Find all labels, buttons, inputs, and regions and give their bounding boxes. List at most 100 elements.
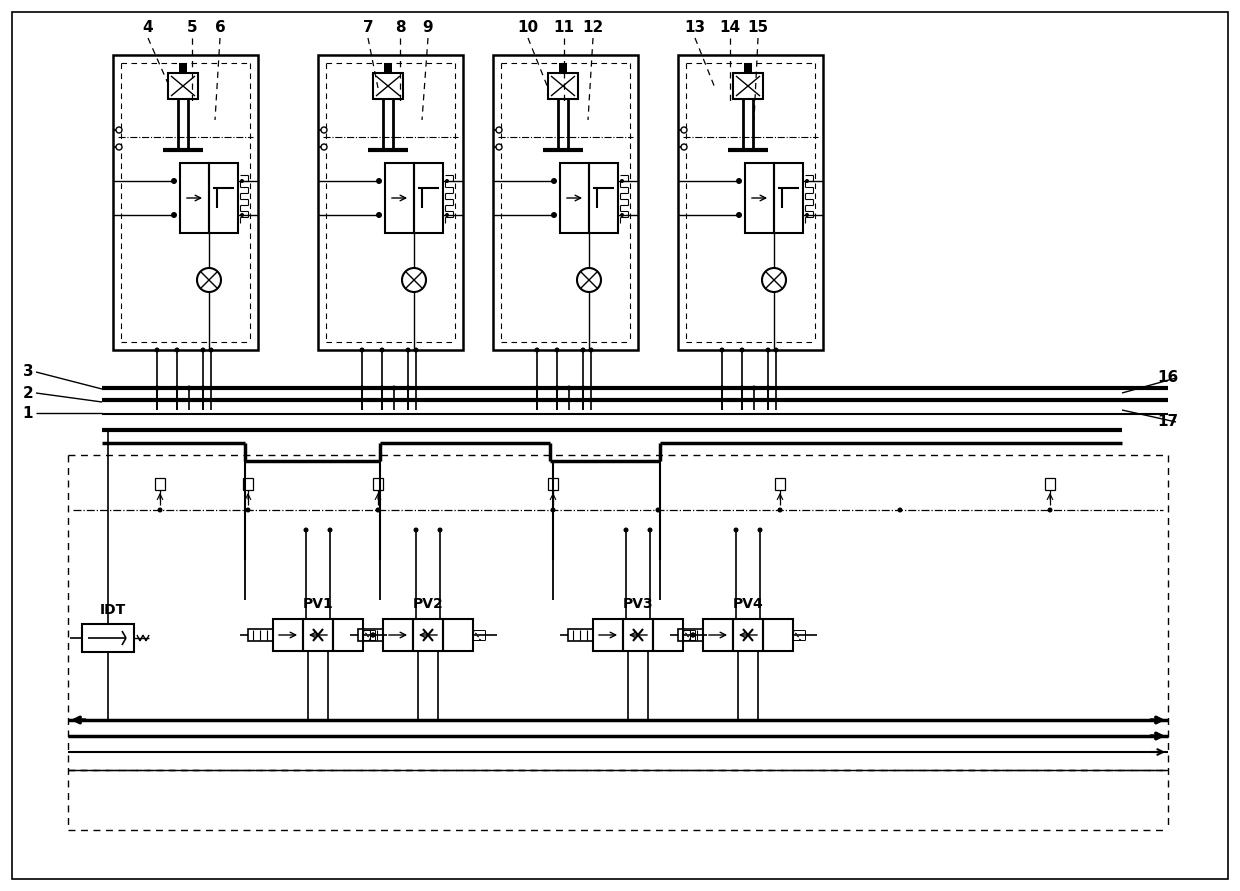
Circle shape xyxy=(321,144,327,150)
Circle shape xyxy=(739,347,744,353)
Text: 17: 17 xyxy=(1157,414,1178,429)
Circle shape xyxy=(777,508,782,512)
Circle shape xyxy=(360,386,365,390)
Circle shape xyxy=(445,213,449,217)
Bar xyxy=(384,163,414,233)
Bar xyxy=(733,619,763,651)
Circle shape xyxy=(405,347,410,353)
Bar xyxy=(373,478,383,490)
Bar xyxy=(622,619,653,651)
Circle shape xyxy=(805,213,808,217)
Circle shape xyxy=(567,386,572,390)
Circle shape xyxy=(246,508,250,512)
Text: 9: 9 xyxy=(423,20,433,36)
Text: 12: 12 xyxy=(583,20,604,36)
Circle shape xyxy=(376,508,381,512)
Bar xyxy=(180,163,210,233)
Text: 15: 15 xyxy=(748,20,769,36)
Circle shape xyxy=(805,179,808,183)
Bar xyxy=(167,73,198,99)
Circle shape xyxy=(554,386,559,390)
Text: PV4: PV4 xyxy=(733,597,764,611)
Circle shape xyxy=(719,386,724,390)
Circle shape xyxy=(551,508,556,512)
Circle shape xyxy=(898,508,903,512)
Bar xyxy=(568,629,593,641)
Circle shape xyxy=(360,347,365,353)
Text: 13: 13 xyxy=(684,20,706,36)
Bar xyxy=(560,163,589,233)
Bar xyxy=(383,619,413,651)
Text: 6: 6 xyxy=(215,20,226,36)
Circle shape xyxy=(171,178,177,184)
Circle shape xyxy=(304,527,309,533)
Bar xyxy=(589,163,618,233)
Circle shape xyxy=(321,127,327,133)
Circle shape xyxy=(647,527,652,533)
Circle shape xyxy=(376,212,382,218)
Circle shape xyxy=(175,386,180,390)
Bar xyxy=(384,63,392,73)
Bar xyxy=(775,478,785,490)
Bar xyxy=(358,629,383,641)
Circle shape xyxy=(413,347,419,353)
Text: 3: 3 xyxy=(22,364,33,380)
Bar xyxy=(373,73,403,99)
Circle shape xyxy=(496,144,502,150)
Circle shape xyxy=(241,213,244,217)
Circle shape xyxy=(534,386,539,390)
Circle shape xyxy=(413,527,419,533)
Circle shape xyxy=(201,347,206,353)
Bar xyxy=(179,63,187,73)
Bar xyxy=(303,619,334,651)
Text: 2: 2 xyxy=(22,386,33,400)
Text: 1: 1 xyxy=(22,405,33,421)
Text: 16: 16 xyxy=(1157,371,1179,386)
Text: 8: 8 xyxy=(394,20,405,36)
Circle shape xyxy=(765,386,770,390)
Circle shape xyxy=(117,144,122,150)
Circle shape xyxy=(171,212,177,218)
Circle shape xyxy=(371,633,376,637)
Circle shape xyxy=(737,212,742,218)
Bar xyxy=(745,163,774,233)
Circle shape xyxy=(392,386,397,390)
Circle shape xyxy=(758,527,763,533)
Circle shape xyxy=(155,386,160,390)
Circle shape xyxy=(774,347,779,353)
Circle shape xyxy=(534,347,539,353)
Bar xyxy=(414,163,443,233)
Circle shape xyxy=(186,386,191,390)
Circle shape xyxy=(376,178,382,184)
Text: PV1: PV1 xyxy=(303,597,334,611)
Bar xyxy=(774,163,804,233)
Circle shape xyxy=(624,527,629,533)
Circle shape xyxy=(681,144,687,150)
Circle shape xyxy=(737,178,742,184)
Circle shape xyxy=(656,508,661,512)
Bar xyxy=(494,55,639,350)
Circle shape xyxy=(765,347,770,353)
Circle shape xyxy=(496,127,502,133)
Bar xyxy=(413,619,443,651)
Bar xyxy=(334,619,363,651)
Bar xyxy=(733,73,763,99)
Bar xyxy=(678,55,823,350)
Bar xyxy=(243,478,253,490)
Circle shape xyxy=(445,179,449,183)
Circle shape xyxy=(379,347,384,353)
Circle shape xyxy=(580,386,585,390)
Circle shape xyxy=(719,347,724,353)
Bar xyxy=(82,624,134,652)
Circle shape xyxy=(691,633,696,637)
Circle shape xyxy=(739,386,744,390)
Bar xyxy=(548,478,558,490)
Circle shape xyxy=(1048,508,1053,512)
Bar xyxy=(113,55,258,350)
Text: 11: 11 xyxy=(553,20,574,36)
Text: 7: 7 xyxy=(362,20,373,36)
Bar xyxy=(1045,478,1055,490)
Circle shape xyxy=(175,347,180,353)
Circle shape xyxy=(117,127,122,133)
Text: IDT: IDT xyxy=(100,603,126,617)
